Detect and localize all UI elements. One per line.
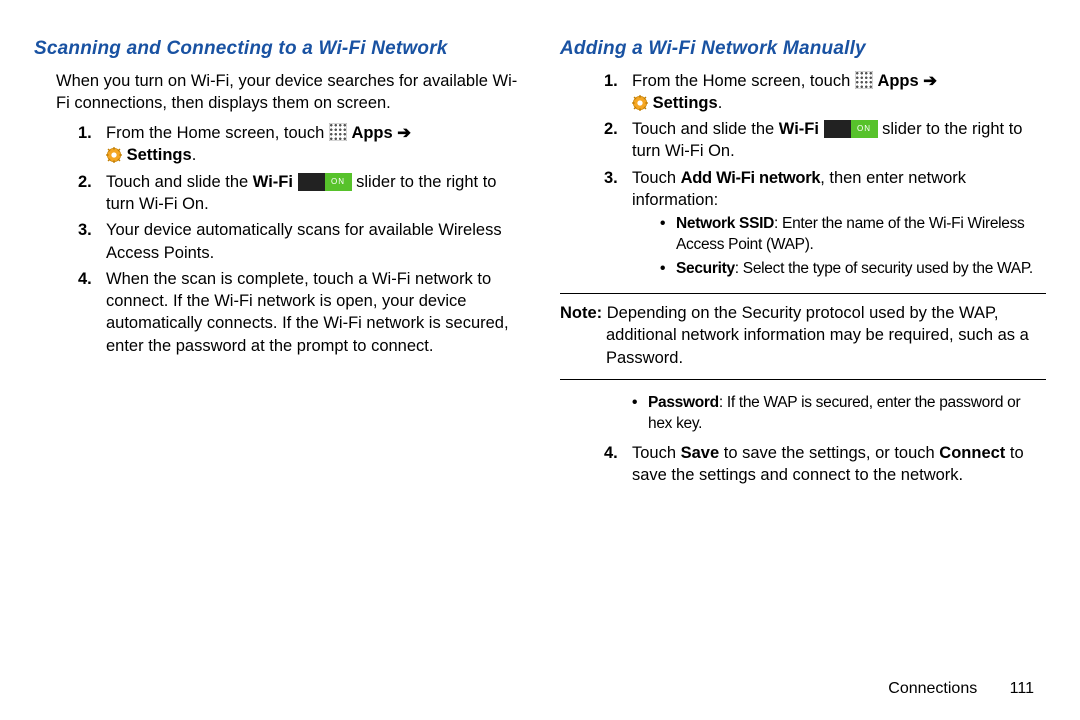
connect-label: Connect — [939, 444, 1005, 462]
security-text: : Select the type of security used by th… — [735, 260, 1033, 277]
ssid-label: Network SSID — [676, 215, 774, 232]
bullet-dot: • — [632, 393, 648, 435]
step-body: Your device automatically scans for avai… — [106, 219, 520, 264]
left-step-3: 3. Your device automatically scans for a… — [78, 219, 520, 264]
text: Touch — [632, 169, 681, 187]
text: Touch and slide the — [632, 120, 779, 138]
note-label: Note: — [560, 304, 602, 322]
left-step-2: 2. Touch and slide the Wi-Fi ON slider t… — [78, 171, 520, 216]
step-body: When the scan is complete, touch a Wi-Fi… — [106, 268, 520, 357]
step-number: 3. — [78, 219, 106, 264]
apps-grid-icon — [329, 123, 347, 141]
left-step-4: 4. When the scan is complete, touch a Wi… — [78, 268, 520, 357]
bullet-password: • Password: If the WAP is secured, enter… — [632, 393, 1046, 435]
right-step-1: 1. From the Home screen, touch Apps ➔ Se… — [604, 70, 1046, 115]
text: From the Home screen, touch — [632, 72, 855, 90]
settings-label: Settings — [653, 94, 718, 112]
right-column: Adding a Wi-Fi Network Manually 1. From … — [540, 36, 1046, 680]
step-body: Touch and slide the Wi-Fi ON slider to t… — [106, 171, 520, 216]
step-number: 2. — [604, 118, 632, 163]
settings-gear-icon — [632, 95, 648, 111]
step-number: 4. — [604, 442, 632, 487]
text: Touch and slide the — [106, 173, 253, 191]
page: Scanning and Connecting to a Wi-Fi Netwo… — [0, 0, 1080, 680]
wifi-label: Wi-Fi — [779, 120, 819, 138]
note-body: Depending on the Security protocol used … — [602, 304, 1029, 367]
wifi-slider-icon: ON — [298, 173, 352, 191]
security-label: Security — [676, 260, 735, 277]
text: to save the settings, or touch — [719, 444, 939, 462]
step-number: 3. — [604, 167, 632, 283]
step-body: From the Home screen, touch Apps ➔ Setti… — [106, 122, 520, 167]
bullet-network-ssid: • Network SSID: Enter the name of the Wi… — [660, 214, 1046, 256]
left-column: Scanning and Connecting to a Wi-Fi Netwo… — [34, 36, 540, 680]
step-body: Touch Save to save the settings, or touc… — [632, 442, 1046, 487]
footer-page-number: 111 — [1010, 680, 1034, 697]
apps-label: Apps ➔ — [877, 72, 937, 90]
password-label: Password — [648, 394, 719, 411]
note-text: Note: Depending on the Security protocol… — [560, 302, 1046, 369]
step-body: Touch Add Wi-Fi network, then enter netw… — [632, 167, 1046, 283]
apps-label: Apps ➔ — [351, 124, 411, 142]
left-intro: When you turn on Wi-Fi, your device sear… — [56, 70, 520, 115]
step-number: 1. — [604, 70, 632, 115]
left-heading: Scanning and Connecting to a Wi-Fi Netwo… — [34, 36, 520, 62]
right-heading: Adding a Wi-Fi Network Manually — [560, 36, 1046, 62]
wifi-slider-icon: ON — [824, 120, 878, 138]
period: . — [192, 146, 197, 164]
settings-gear-icon — [106, 147, 122, 163]
wifi-label: Wi-Fi — [253, 173, 293, 191]
note-block: Note: Depending on the Security protocol… — [560, 293, 1046, 380]
step-number: 2. — [78, 171, 106, 216]
page-footer: Connections 111 — [0, 680, 1080, 698]
step-body: Touch and slide the Wi-Fi ON slider to t… — [632, 118, 1046, 163]
bullet-body: Security: Select the type of security us… — [676, 259, 1046, 280]
period: . — [718, 94, 723, 112]
footer-section: Connections — [888, 680, 977, 697]
right-step-4: 4. Touch Save to save the settings, or t… — [604, 442, 1046, 487]
add-wifi-label: Add Wi-Fi network — [681, 169, 821, 187]
bullet-body: Network SSID: Enter the name of the Wi-F… — [676, 214, 1046, 256]
save-label: Save — [681, 444, 720, 462]
settings-label: Settings — [127, 146, 192, 164]
step-number: 1. — [78, 122, 106, 167]
text: From the Home screen, touch — [106, 124, 329, 142]
right-step-2: 2. Touch and slide the Wi-Fi ON slider t… — [604, 118, 1046, 163]
right-step-3: 3. Touch Add Wi-Fi network, then enter n… — [604, 167, 1046, 283]
text: Touch — [632, 444, 681, 462]
bullet-dot: • — [660, 259, 676, 280]
step-number: 4. — [78, 268, 106, 357]
bullet-security: • Security: Select the type of security … — [660, 259, 1046, 280]
bullet-dot: • — [660, 214, 676, 256]
left-step-1: 1. From the Home screen, touch Apps ➔ Se… — [78, 122, 520, 167]
apps-grid-icon — [855, 71, 873, 89]
step-body: From the Home screen, touch Apps ➔ Setti… — [632, 70, 1046, 115]
bullet-body: Password: If the WAP is secured, enter t… — [648, 393, 1046, 435]
post-note-bullets: • Password: If the WAP is secured, enter… — [604, 390, 1046, 438]
